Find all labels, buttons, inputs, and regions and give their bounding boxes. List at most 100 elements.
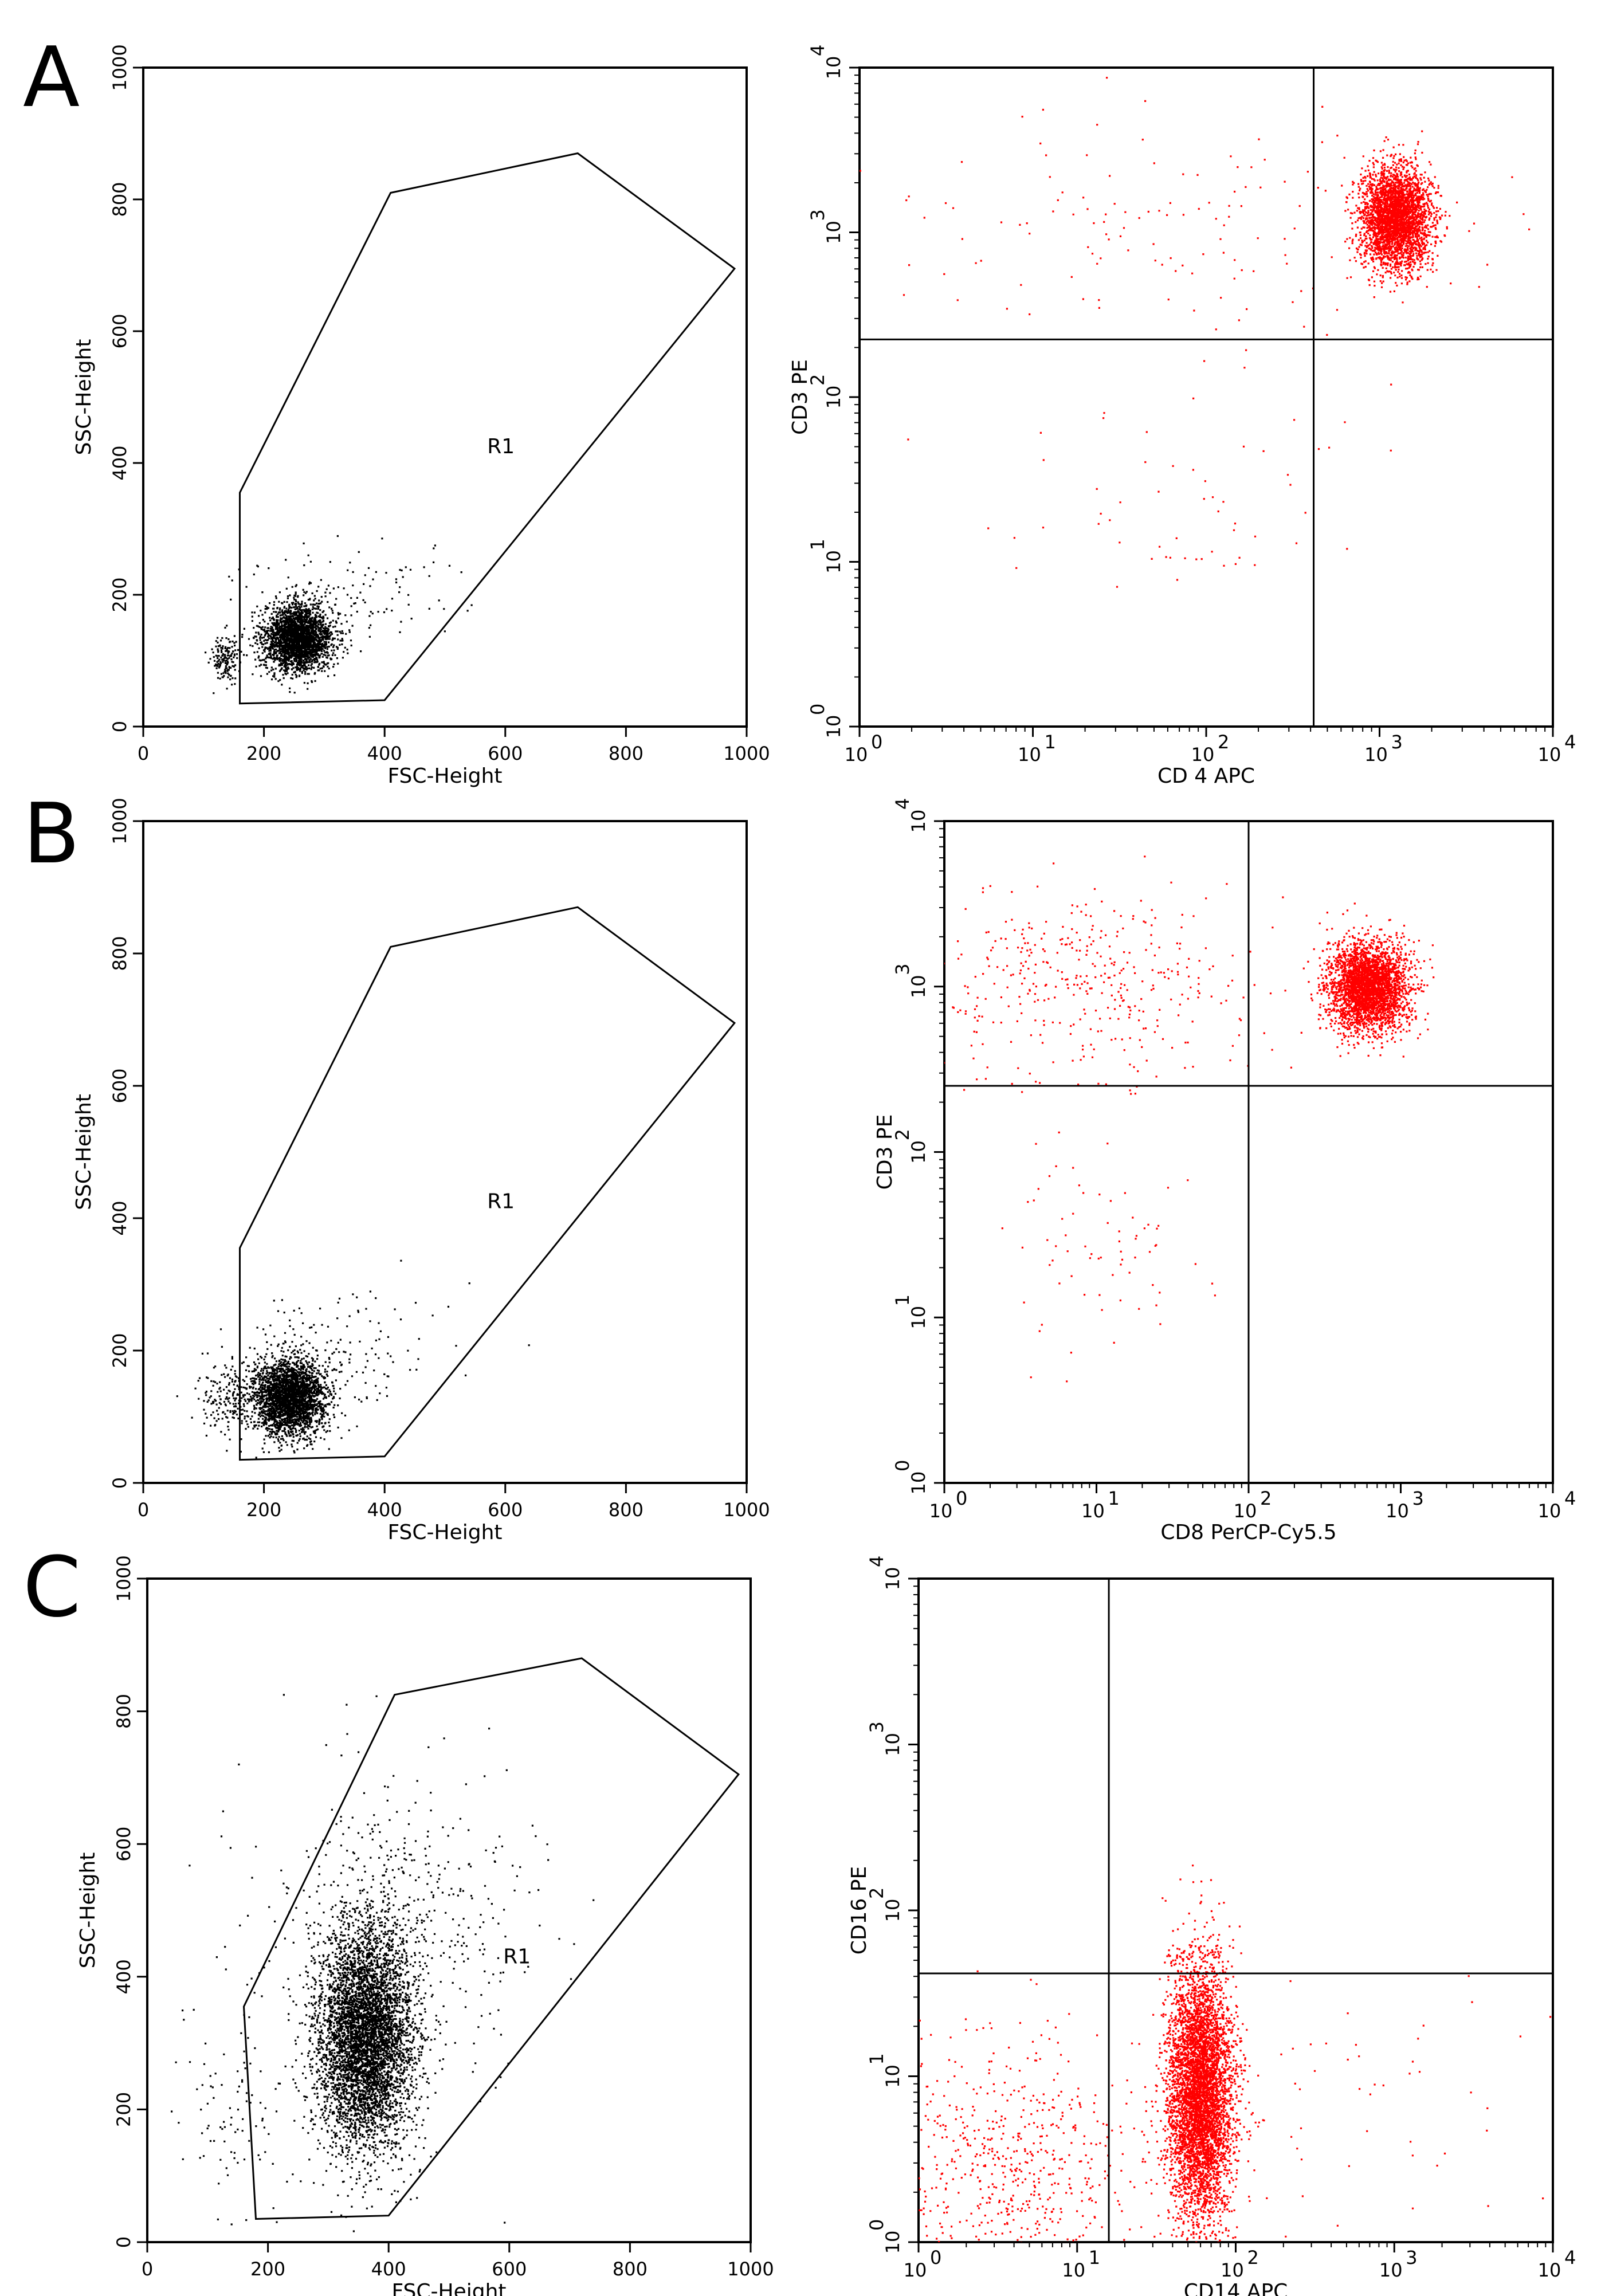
y-axis-title: CD3 PE xyxy=(788,359,812,435)
y-tick-exponent: 0 xyxy=(866,2219,888,2231)
plot-frame xyxy=(142,66,748,728)
data-points xyxy=(205,535,473,694)
y-tick-label: 10 xyxy=(882,1733,904,1756)
chart-A-left: A 0 200 400 600 800 1000 0 200 400 600 800 1000 FSC-H… xyxy=(23,29,770,788)
y-tick-exponent: 0 xyxy=(892,1460,913,1471)
y-tick-label: 10 xyxy=(882,1899,904,1922)
y-tick-exponent: 3 xyxy=(807,209,829,221)
x-axis-title: CD8 PerCP-Cy5.5 xyxy=(1160,1521,1336,1544)
y-axis-title: SSC-Height xyxy=(72,1094,96,1210)
population-0-points xyxy=(224,1340,358,1459)
x-tick-label: 800 xyxy=(613,2258,648,2280)
population-2-points xyxy=(205,625,254,694)
y-tick-label: 200 xyxy=(113,2092,135,2127)
x-tick-label: 1000 xyxy=(723,1499,770,1521)
x-tick-exponent: 4 xyxy=(1564,731,1576,753)
y-tick-label: 10 xyxy=(908,1140,929,1164)
x-tick-label: 10 xyxy=(929,1500,953,1522)
population-0-points xyxy=(278,1819,448,2232)
x-tick-label: 10 xyxy=(1379,2259,1403,2281)
y-tick-label: 800 xyxy=(109,936,131,971)
x-tick-exponent: 1 xyxy=(1108,1488,1120,1509)
x-tick-label: 400 xyxy=(371,2258,406,2280)
x-tick-label: 200 xyxy=(250,2258,285,2280)
x-tick-label: 10 xyxy=(1018,744,1041,766)
y-tick-label: 0 xyxy=(109,721,131,732)
y-tick-exponent: 3 xyxy=(866,1721,888,1733)
y-tick-label: 0 xyxy=(113,2236,135,2248)
x-axis-title: FSC-Height xyxy=(387,764,502,788)
x-tick-exponent: 3 xyxy=(1412,1488,1424,1509)
y-tick-label: 10 xyxy=(823,56,845,80)
y-tick-exponent: 1 xyxy=(807,539,829,550)
x-tick-exponent: 4 xyxy=(1564,1488,1576,1509)
x-tick-exponent: 1 xyxy=(1089,2247,1100,2268)
y-tick-label: 10 xyxy=(882,1567,904,1591)
x-tick-exponent: 1 xyxy=(1045,731,1056,753)
y-tick-label: 10 xyxy=(908,975,929,998)
panel-label-C: C xyxy=(23,1539,81,1636)
gate-label: R1 xyxy=(503,1945,531,1969)
x-tick-label: 200 xyxy=(246,1499,281,1521)
gate-r1-polygon xyxy=(242,1657,740,2220)
y-tick-label: 1000 xyxy=(109,798,131,844)
y-axis-title: SSC-Height xyxy=(72,339,96,456)
population-0-points xyxy=(1343,130,1452,304)
x-tick-label: 600 xyxy=(488,1499,523,1521)
x-tick-label: 600 xyxy=(492,2258,527,2280)
y-tick-exponent: 4 xyxy=(892,798,913,810)
y-tick-label: 10 xyxy=(882,2065,904,2088)
x-tick-label: 10 xyxy=(1538,2259,1561,2281)
x-tick-exponent: 4 xyxy=(1564,2247,1576,2268)
x-tick-label: 10 xyxy=(1191,744,1215,766)
y-tick-exponent: 1 xyxy=(866,2053,888,2065)
x-tick-label: 600 xyxy=(488,743,523,764)
y-tick-label: 400 xyxy=(109,1200,131,1235)
x-tick-label: 10 xyxy=(1221,2259,1244,2281)
x-tick-exponent: 2 xyxy=(1247,2247,1259,2268)
gate-label: R1 xyxy=(487,1190,515,1214)
x-axis-title: FSC-Height xyxy=(391,2280,506,2296)
y-tick-exponent: 3 xyxy=(892,963,913,975)
x-tick-label: 10 xyxy=(1538,744,1561,766)
y-tick-label: 600 xyxy=(109,313,131,348)
x-axis-title: CD14 APC xyxy=(1184,2280,1288,2296)
x-tick-exponent: 2 xyxy=(1218,731,1229,753)
y-tick-exponent: 2 xyxy=(807,374,829,386)
y-tick-exponent: 4 xyxy=(807,45,829,56)
gate-r1-polygon xyxy=(239,152,736,705)
y-axis-title: SSC-Height xyxy=(76,1853,100,1969)
y-tick-label: 10 xyxy=(823,715,845,739)
data-points xyxy=(176,1259,530,1459)
population-0-points xyxy=(1138,1865,1260,2242)
y-tick-label: 0 xyxy=(109,1477,131,1489)
gate-label: R1 xyxy=(487,435,515,458)
y-tick-exponent: 0 xyxy=(807,704,829,715)
chart-C-left: C 0 200 400 600 800 1000 0 200 400 600 800 1000 FSC-H… xyxy=(23,1539,774,2296)
y-tick-label: 400 xyxy=(109,445,131,480)
x-tick-label: 1000 xyxy=(727,2258,774,2280)
y-tick-label: 800 xyxy=(113,1694,135,1729)
y-tick-label: 600 xyxy=(109,1068,131,1103)
data-points xyxy=(944,855,1435,1383)
x-tick-label: 1000 xyxy=(723,743,770,764)
x-tick-label: 800 xyxy=(609,1499,643,1521)
x-tick-label: 200 xyxy=(246,743,281,764)
y-tick-label: 200 xyxy=(109,1333,131,1368)
y-tick-label: 10 xyxy=(823,221,845,244)
y-tick-exponent: 2 xyxy=(892,1129,913,1140)
x-tick-exponent: 2 xyxy=(1260,1488,1272,1509)
x-axis-title: FSC-Height xyxy=(387,1521,502,1544)
x-tick-label: 10 xyxy=(1364,744,1388,766)
y-tick-label: 1000 xyxy=(113,1555,135,1602)
x-tick-label: 0 xyxy=(138,1499,149,1521)
x-tick-label: 800 xyxy=(609,743,643,764)
x-tick-label: 10 xyxy=(1081,1500,1105,1522)
y-axis-title: CD3 PE xyxy=(873,1114,897,1190)
data-points xyxy=(860,77,1531,588)
y-tick-label: 200 xyxy=(109,577,131,612)
x-tick-label: 400 xyxy=(367,1499,402,1521)
chart-B-left: B 0 200 400 600 800 1000 0 200 400 600 800 1000 FSC-H… xyxy=(23,786,770,1544)
